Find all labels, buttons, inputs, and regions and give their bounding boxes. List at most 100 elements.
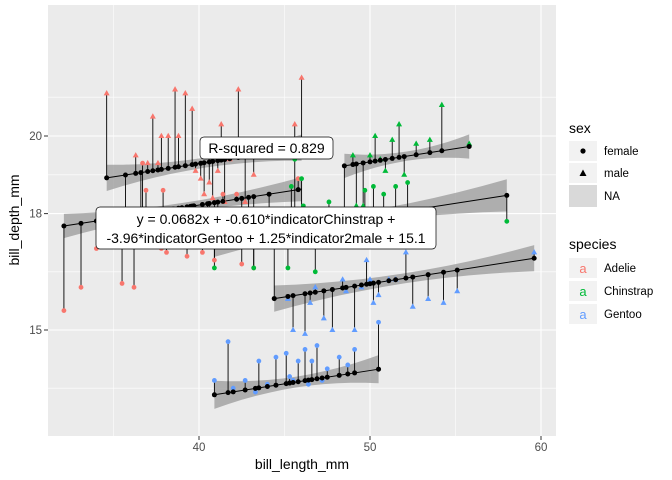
- fitted-point: [309, 377, 315, 383]
- data-point-male: [438, 101, 445, 107]
- legend-adelie-key: a: [579, 261, 587, 276]
- data-point-male: [250, 171, 257, 177]
- fitted-point: [201, 160, 207, 166]
- data-point-female: [220, 191, 226, 197]
- data-point-male: [425, 295, 432, 301]
- data-point-female: [405, 180, 411, 185]
- fitted-point: [145, 169, 151, 175]
- data-point-female: [140, 160, 145, 166]
- fitted-point: [353, 161, 359, 167]
- data-point-female: [251, 265, 257, 271]
- fitted-point: [367, 159, 373, 165]
- data-point-male: [172, 86, 179, 92]
- data-point-male: [454, 287, 461, 294]
- data-point-male: [103, 90, 110, 96]
- data-point-male: [367, 276, 373, 282]
- data-point-male: [175, 132, 182, 138]
- data-point-female: [285, 265, 291, 271]
- legend-gentoo-label: Gentoo: [604, 309, 642, 321]
- fitted-point: [343, 284, 349, 290]
- fitted-point: [441, 269, 447, 275]
- data-point-male: [353, 202, 360, 208]
- legend-adelie-label: Adelie: [604, 263, 636, 275]
- legend-chinstrap-key: a: [579, 284, 587, 299]
- legend-male-marker: [579, 169, 587, 176]
- fitted-point: [454, 267, 460, 273]
- fitted-point: [211, 392, 217, 398]
- data-point-female: [306, 381, 311, 387]
- fitted-point: [138, 170, 144, 176]
- fitted-point: [376, 279, 382, 285]
- data-point-male: [149, 113, 156, 119]
- x-axis: 40 50 60: [193, 436, 547, 454]
- fitted-point: [264, 384, 270, 390]
- data-point-male: [343, 287, 350, 294]
- x-axis-title: bill_length_mm: [255, 456, 349, 472]
- legend-gentoo-key: a: [579, 307, 587, 322]
- equation-line-1: y = 0.0682x + -0.610*indicatorChinstrap …: [137, 211, 396, 227]
- data-point-male: [413, 140, 420, 146]
- fitted-point: [319, 375, 325, 381]
- data-point-male: [396, 121, 403, 127]
- data-point-female: [230, 385, 236, 391]
- y-tick-label: 15: [29, 325, 42, 337]
- legend-na-label: NA: [604, 191, 620, 203]
- fitted-point: [266, 191, 272, 197]
- fitted-point: [372, 158, 378, 164]
- fitted-point: [61, 223, 67, 229]
- data-point-female: [314, 343, 320, 348]
- data-point-male: [158, 132, 165, 138]
- data-point-female: [299, 176, 304, 182]
- fitted-point: [377, 157, 383, 163]
- data-point-male: [298, 74, 305, 80]
- legend-sex: sex female male NA: [569, 120, 639, 207]
- data-point-male: [370, 299, 377, 305]
- fitted-point: [175, 164, 181, 170]
- fitted-point: [251, 194, 257, 200]
- data-point-male: [312, 284, 319, 290]
- fitted-point: [403, 275, 409, 281]
- fitted-point: [234, 196, 240, 202]
- fitted-point: [230, 389, 236, 395]
- data-point-female: [302, 347, 308, 352]
- data-point-female: [61, 308, 67, 313]
- r-squared-text: R-squared = 0.829: [208, 140, 325, 156]
- data-point-male: [214, 167, 221, 173]
- data-point-male: [372, 132, 379, 138]
- x-tick-label: 40: [193, 442, 206, 454]
- data-point-female: [324, 366, 330, 372]
- data-point-female: [381, 191, 387, 197]
- fitted-point: [393, 277, 399, 283]
- fitted-point: [307, 290, 313, 296]
- data-point-female: [273, 354, 279, 360]
- data-point-female: [200, 250, 205, 255]
- fitted-point: [242, 387, 248, 393]
- data-point-female: [256, 358, 262, 364]
- data-point-female: [295, 358, 301, 364]
- fitted-point: [295, 187, 301, 193]
- data-point-male: [360, 202, 367, 208]
- fitted-point: [352, 283, 358, 289]
- data-point-male: [402, 249, 409, 255]
- legend-species: species a Adelie a Chinstrap a Gentoo: [569, 236, 653, 324]
- fitted-point: [158, 166, 164, 172]
- data-point-male: [197, 175, 204, 181]
- fitted-point: [314, 376, 320, 382]
- legend-male-label: male: [604, 168, 629, 180]
- data-point-male: [291, 121, 298, 127]
- data-point-female: [239, 261, 245, 267]
- data-point-female: [211, 257, 217, 263]
- legend-female-label: female: [604, 146, 639, 158]
- fitted-point: [210, 158, 216, 164]
- fitted-point: [182, 163, 188, 169]
- data-point-female: [345, 362, 351, 368]
- fitted-point: [321, 288, 327, 294]
- data-point-female: [371, 184, 376, 189]
- data-point-female: [295, 176, 301, 182]
- data-point-female: [376, 319, 381, 325]
- data-point-male: [531, 249, 538, 255]
- data-point-male: [206, 179, 213, 185]
- fitted-point: [425, 272, 431, 278]
- data-point-female: [225, 339, 231, 345]
- data-point-female: [312, 269, 318, 275]
